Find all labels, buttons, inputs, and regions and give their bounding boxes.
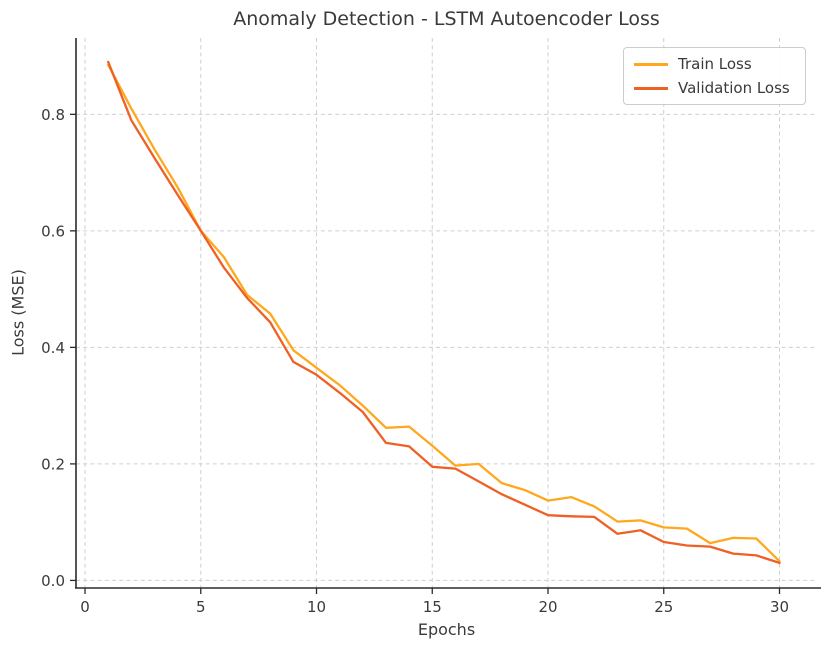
x-tick-label: 0 xyxy=(80,598,90,616)
y-tick-label: 0.0 xyxy=(41,572,65,590)
validation-loss-line xyxy=(107,60,781,565)
validation-loss-line-swatch xyxy=(634,86,668,90)
legend-label-train-loss: Train Loss xyxy=(678,55,752,73)
y-tick-label: 0.6 xyxy=(41,222,65,240)
y-tick-label: 0.4 xyxy=(41,339,65,357)
axes-spines xyxy=(75,38,821,589)
tick-marks xyxy=(70,113,781,594)
chart-title: Anomaly Detection - LSTM Autoencoder Los… xyxy=(233,8,660,30)
tick-labels: 0 5 10 15 20 25 30 0.0 0.2 0.4 0.6 0.8 xyxy=(41,106,789,616)
legend: Train Loss Validation Loss xyxy=(623,47,806,105)
y-tick-label: 0.2 xyxy=(41,455,65,473)
x-tick-label: 25 xyxy=(654,598,673,616)
y-axis-label: Loss (MSE) xyxy=(8,269,28,356)
x-tick-label: 20 xyxy=(538,598,557,616)
x-tick-label: 5 xyxy=(196,598,206,616)
train-loss-line xyxy=(107,63,781,563)
train-loss-line-swatch xyxy=(634,62,668,66)
x-tick-label: 10 xyxy=(307,598,326,616)
x-axis-label: Epochs xyxy=(417,620,476,639)
legend-item-train-loss: Train Loss xyxy=(634,52,795,76)
gridlines xyxy=(76,38,817,588)
legend-item-validation-loss: Validation Loss xyxy=(634,76,795,100)
x-tick-label: 30 xyxy=(770,598,789,616)
x-tick-label: 15 xyxy=(423,598,442,616)
legend-label-validation-loss: Validation Loss xyxy=(678,79,790,97)
y-tick-label: 0.8 xyxy=(41,106,65,124)
